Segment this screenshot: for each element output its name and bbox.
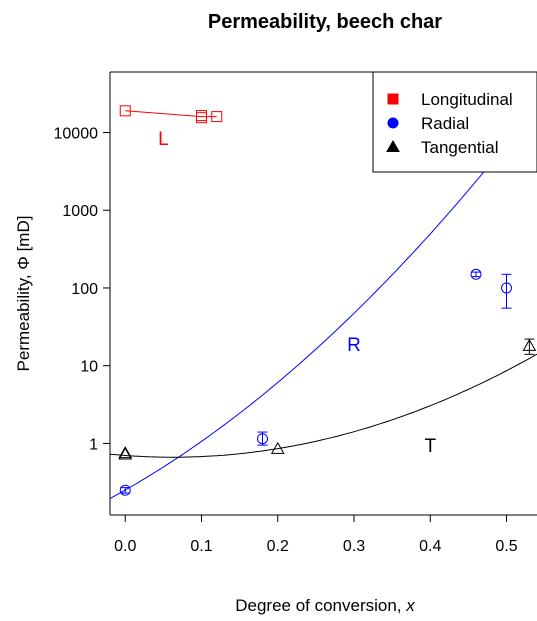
x-axis-label: Degree of conversion, x	[235, 596, 415, 615]
y-tick-label: 1	[89, 436, 98, 453]
y-tick-label: 1000	[62, 203, 98, 220]
square-marker	[196, 112, 207, 124]
y-tick-label: 10000	[54, 125, 99, 142]
circle-marker	[119, 484, 131, 496]
x-tick-label: 0.4	[419, 538, 441, 555]
legend-marker-tangential	[386, 139, 400, 152]
fit-radial	[110, 105, 537, 500]
x-tick-label: 0.5	[495, 538, 517, 555]
legend: Longitudinal Radial Tangential	[372, 71, 537, 173]
triangle-marker	[522, 338, 537, 351]
y-tick-label: 10	[80, 359, 98, 376]
fit-longitudinal	[125, 110, 217, 118]
legend-label-longitudinal: Longitudinal	[421, 90, 513, 109]
x-tick-label: 0.2	[267, 538, 289, 555]
fit-tangential	[110, 353, 537, 458]
legend-label-tangential: Tangential	[421, 138, 499, 157]
curve-label-t: T	[424, 436, 436, 457]
axes: 0.0 0.1 0.2 0.3 0.4 0.5 1 10 100 1000 10000	[54, 71, 537, 555]
x-tick-label: 0.1	[190, 538, 212, 555]
chart-title: Permeability, beech char	[208, 11, 442, 33]
square-marker	[211, 111, 223, 123]
square-marker	[196, 110, 207, 122]
curve-label-l: L	[158, 129, 169, 150]
circle-marker	[257, 433, 268, 445]
x-tick-label: 0.0	[114, 538, 136, 555]
x-tick-label: 0.3	[343, 538, 365, 555]
legend-marker-longitudinal	[387, 93, 399, 105]
legend-label-radial: Radial	[421, 114, 469, 133]
curve-labels: L R T	[158, 129, 436, 457]
legend-box	[372, 71, 537, 173]
y-axis-label: Permeability, Φ [mD]	[14, 216, 33, 372]
triangle-marker	[118, 447, 133, 460]
curve-label-r: R	[347, 335, 361, 356]
circle-marker	[470, 268, 482, 280]
y-tick-label: 100	[71, 281, 98, 298]
square-marker	[119, 105, 131, 117]
circle-marker	[501, 282, 512, 294]
triangle-marker	[270, 441, 285, 454]
data-points	[118, 105, 537, 496]
legend-marker-radial	[387, 117, 399, 129]
triangle-marker	[118, 446, 133, 459]
